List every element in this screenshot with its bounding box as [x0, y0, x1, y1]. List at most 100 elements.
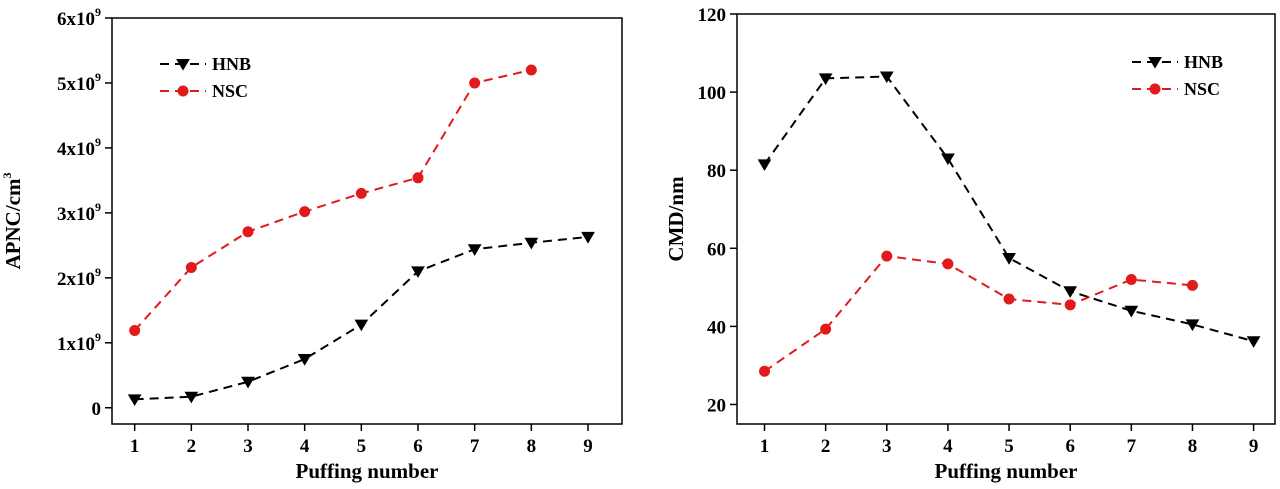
x-axis-title: Puffing number — [296, 459, 439, 483]
data-point-hnb — [524, 237, 539, 250]
y-tick-label-base: 5x10 — [57, 74, 95, 95]
data-point-hnb — [1246, 336, 1261, 348]
series-line-nsc — [763, 255, 1193, 373]
data-point-nsc — [881, 250, 893, 262]
data-point-hnb — [581, 231, 595, 244]
data-point-hnb — [354, 319, 369, 332]
data-point-hnb — [1124, 305, 1139, 318]
y-axis-title-base: CMD/nm — [664, 176, 688, 262]
legend-label-hnb: HNB — [212, 54, 251, 74]
x-tick-label: 1 — [760, 436, 770, 457]
legend-marker-nsc — [177, 85, 189, 97]
x-tick-label: 6 — [413, 436, 423, 457]
x-tick-label: 4 — [943, 436, 953, 457]
x-tick-label: 2 — [187, 436, 197, 457]
data-point-nsc — [759, 365, 771, 377]
x-tick-label: 1 — [130, 436, 140, 457]
chart-apnc: 1 2 3 4 5 6 7 8 901x1092x1093x1094x1095x1096x109… — [0, 5, 623, 483]
x-tick-label: 7 — [1127, 436, 1137, 457]
y-axis-title-base: APNC/cm — [1, 178, 25, 269]
y-tick-label-exponent: 9 — [95, 70, 101, 84]
data-point-hnb — [1002, 253, 1016, 265]
y-tick-label-base: 0 — [92, 399, 102, 420]
x-tick-label: 5 — [357, 436, 367, 457]
y-tick-label-base: 60 — [707, 239, 726, 260]
y-tick-label-exponent: 9 — [95, 200, 101, 214]
data-point-hnb — [127, 394, 142, 407]
y-tick-label-base: 6x10 — [57, 9, 95, 30]
legend-label-nsc: NSC — [212, 81, 248, 101]
legend-item-hnb: HNB — [1132, 52, 1223, 72]
data-point-hnb — [184, 391, 199, 404]
y-tick-label-base: 40 — [707, 317, 726, 338]
y-tick-label-base: 3x10 — [57, 204, 95, 225]
legend-item-nsc: NSC — [1132, 79, 1220, 99]
y-tick-label: 0 — [92, 399, 102, 420]
data-point-nsc — [1003, 293, 1015, 305]
y-tick-label-base: 120 — [698, 5, 727, 26]
x-tick-label: 9 — [583, 436, 593, 457]
data-point-nsc — [820, 323, 832, 335]
y-tick-label: 20 — [707, 395, 726, 416]
y-tick-label-base: 4x10 — [57, 139, 95, 160]
y-tick-label: 2x109 — [57, 265, 101, 290]
series-line-nsc — [133, 68, 532, 332]
x-tick-label: 3 — [243, 436, 253, 457]
y-axis-title-exponent: 3 — [0, 173, 14, 179]
y-axis-title: CMD/nm — [664, 176, 688, 262]
x-tick-label: 8 — [1188, 436, 1198, 457]
x-tick-label: 9 — [1249, 436, 1259, 457]
data-point-nsc — [1064, 299, 1076, 311]
y-tick-label-base: 2x10 — [57, 269, 95, 290]
series-line-hnb — [763, 75, 1254, 343]
y-tick-label: 4x109 — [57, 135, 101, 160]
y-tick-label: 100 — [698, 83, 727, 104]
series-hnb — [757, 71, 1261, 348]
x-tick-label: 4 — [300, 436, 310, 457]
plot-frame — [111, 17, 623, 425]
data-point-nsc — [1125, 274, 1137, 286]
data-point-hnb — [411, 266, 425, 279]
y-tick-label: 40 — [707, 317, 726, 338]
x-axis-title: Puffing number — [935, 459, 1078, 483]
y-tick-label: 3x109 — [57, 200, 101, 225]
legend-item-hnb: HNB — [160, 54, 251, 74]
y-axis-title: APNC/cm3 — [0, 173, 25, 270]
y-tick-label-base: 100 — [698, 83, 727, 104]
y-tick-label: 80 — [707, 161, 726, 182]
data-point-hnb — [879, 71, 894, 84]
data-point-nsc — [525, 64, 537, 76]
data-point-hnb — [467, 244, 482, 256]
data-point-nsc — [469, 77, 481, 89]
data-point-nsc — [412, 172, 424, 184]
legend-item-nsc: NSC — [160, 81, 248, 101]
series-nsc — [759, 250, 1198, 377]
data-point-nsc — [129, 324, 141, 336]
x-tick-label: 8 — [527, 436, 537, 457]
data-point-hnb — [1185, 319, 1200, 332]
x-tick-label: 6 — [1065, 436, 1075, 457]
legend-marker-hnb — [176, 59, 190, 71]
data-point-hnb — [941, 153, 955, 166]
data-point-hnb — [241, 376, 255, 389]
y-tick-label-base: 80 — [707, 161, 726, 182]
y-tick-label-exponent: 9 — [95, 265, 101, 279]
data-point-nsc — [299, 206, 311, 218]
y-tick-label-exponent: 9 — [95, 330, 101, 344]
data-point-hnb — [757, 159, 772, 172]
series-nsc — [129, 64, 537, 336]
y-tick-label-exponent: 9 — [95, 5, 101, 19]
series-hnb — [127, 231, 595, 407]
y-tick-label-base: 1x10 — [57, 334, 95, 355]
x-tick-label: 3 — [882, 436, 892, 457]
data-point-nsc — [242, 226, 254, 238]
x-tick-label: 5 — [1004, 436, 1014, 457]
y-tick-label: 6x109 — [57, 5, 101, 30]
data-point-hnb — [1063, 286, 1078, 298]
legend-marker-nsc — [1149, 83, 1161, 95]
data-point-nsc — [942, 258, 954, 270]
x-tick-label: 2 — [821, 436, 831, 457]
legend-label-nsc: NSC — [1184, 79, 1220, 99]
